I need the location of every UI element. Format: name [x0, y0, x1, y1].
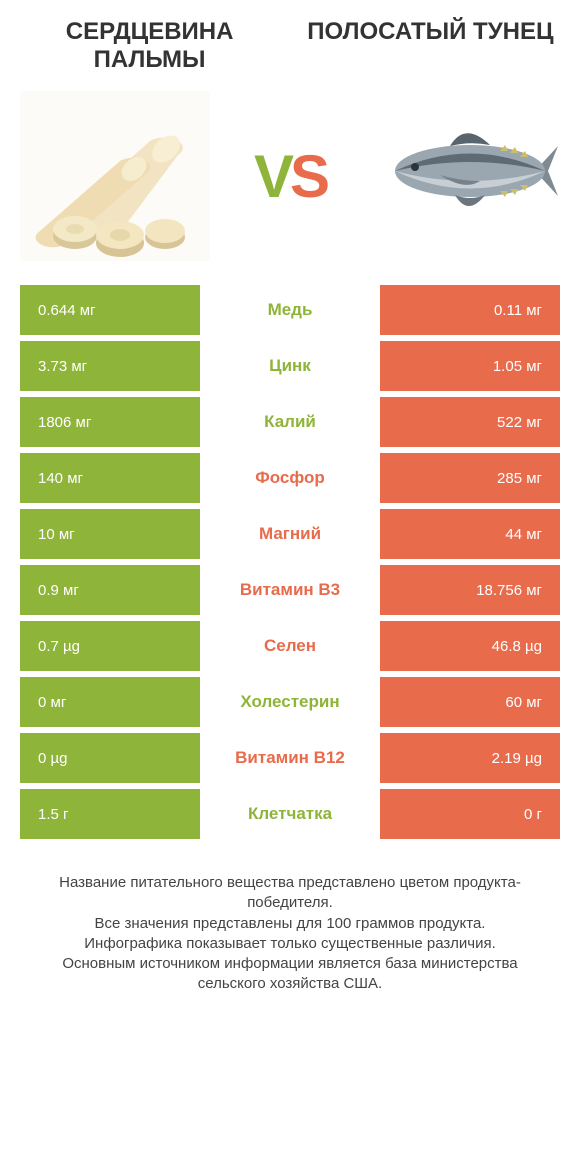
- table-row: 1806 мгКалий522 мг: [20, 397, 560, 447]
- value-right: 1.05 мг: [380, 341, 560, 391]
- nutrient-label: Селен: [200, 621, 380, 671]
- value-left: 0.7 µg: [20, 621, 200, 671]
- value-left: 3.73 мг: [20, 341, 200, 391]
- nutrient-label: Калий: [200, 397, 380, 447]
- title-left: СЕРДЦЕВИНА ПАЛЬМЫ: [20, 18, 279, 73]
- value-right: 0 г: [380, 789, 560, 839]
- value-left: 0 µg: [20, 733, 200, 783]
- nutrient-label: Витамин B3: [200, 565, 380, 615]
- table-row: 0 мгХолестерин60 мг: [20, 677, 560, 727]
- nutrient-label: Клетчатка: [200, 789, 380, 839]
- vs-label: VS: [254, 142, 326, 211]
- footnote-line: Основным источником информации является …: [30, 954, 550, 995]
- infographic: СЕРДЦЕВИНА ПАЛЬМЫ ПОЛОСАТЫЙ ТУНЕЦ: [0, 0, 580, 1015]
- titles-row: СЕРДЦЕВИНА ПАЛЬМЫ ПОЛОСАТЫЙ ТУНЕЦ: [20, 18, 560, 73]
- value-left: 0 мг: [20, 677, 200, 727]
- value-left: 1806 мг: [20, 397, 200, 447]
- value-right: 2.19 µg: [380, 733, 560, 783]
- table-row: 140 мгФосфор285 мг: [20, 453, 560, 503]
- footnote: Название питательного вещества представл…: [20, 873, 560, 1015]
- nutrient-label: Холестерин: [200, 677, 380, 727]
- value-right: 46.8 µg: [380, 621, 560, 671]
- product-image-right: [370, 91, 560, 261]
- product-image-left: [20, 91, 210, 261]
- nutrient-label: Медь: [200, 285, 380, 335]
- value-right: 0.11 мг: [380, 285, 560, 335]
- footnote-line: Название питательного вещества представл…: [30, 873, 550, 914]
- value-left: 1.5 г: [20, 789, 200, 839]
- value-right: 60 мг: [380, 677, 560, 727]
- vs-s: S: [290, 142, 326, 211]
- table-row: 0.7 µgСелен46.8 µg: [20, 621, 560, 671]
- table-row: 0.9 мгВитамин B318.756 мг: [20, 565, 560, 615]
- value-right: 285 мг: [380, 453, 560, 503]
- value-left: 10 мг: [20, 509, 200, 559]
- table-row: 3.73 мгЦинк1.05 мг: [20, 341, 560, 391]
- nutrient-label: Магний: [200, 509, 380, 559]
- nutrient-label: Фосфор: [200, 453, 380, 503]
- value-right: 18.756 мг: [380, 565, 560, 615]
- table-row: 1.5 гКлетчатка0 г: [20, 789, 560, 839]
- vs-v: V: [254, 142, 290, 211]
- value-left: 0.644 мг: [20, 285, 200, 335]
- value-left: 140 мг: [20, 453, 200, 503]
- comparison-table: 0.644 мгМедь0.11 мг 3.73 мгЦинк1.05 мг 180…: [20, 285, 560, 839]
- table-row: 0 µgВитамин B122.19 µg: [20, 733, 560, 783]
- table-row: 10 мгМагний44 мг: [20, 509, 560, 559]
- title-right: ПОЛОСАТЫЙ ТУНЕЦ: [301, 18, 560, 73]
- footnote-line: Инфографика показывает только существенн…: [30, 934, 550, 954]
- footnote-line: Все значения представлены для 100 граммо…: [30, 914, 550, 934]
- value-left: 0.9 мг: [20, 565, 200, 615]
- nutrient-label: Витамин B12: [200, 733, 380, 783]
- nutrient-label: Цинк: [200, 341, 380, 391]
- hero-row: VS: [20, 91, 560, 261]
- table-row: 0.644 мгМедь0.11 мг: [20, 285, 560, 335]
- value-right: 522 мг: [380, 397, 560, 447]
- value-right: 44 мг: [380, 509, 560, 559]
